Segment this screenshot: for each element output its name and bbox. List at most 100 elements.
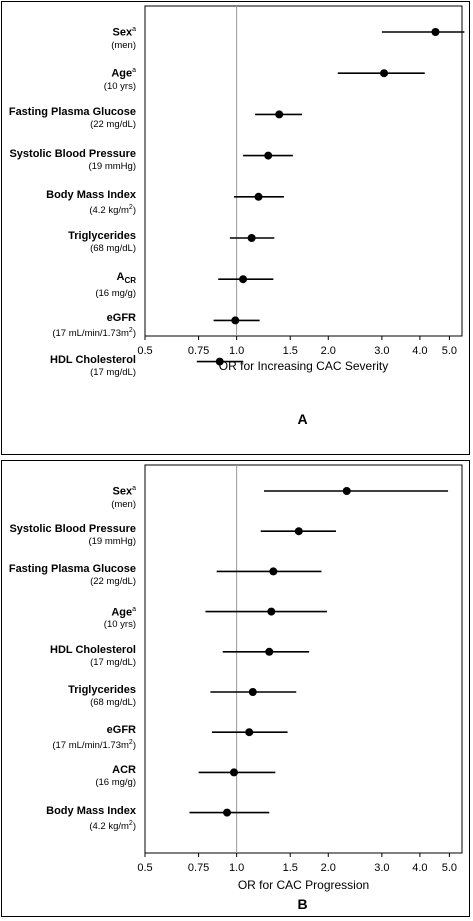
- or-point: [269, 567, 278, 576]
- variable-unit: (17 mL/min/1.73m2): [52, 327, 136, 340]
- x-tick-label: 1.5: [283, 345, 298, 357]
- variable-unit: (men): [111, 39, 136, 51]
- variable-name: Sexa: [112, 26, 136, 39]
- variable-unit: (16 mg/g): [95, 777, 136, 789]
- variable-name: HDL Cholesterol: [50, 643, 136, 656]
- x-tick-label: 1.5: [283, 862, 298, 874]
- row-label: Sexa (men): [111, 24, 136, 52]
- variable-unit: (19 mmHg): [88, 160, 136, 172]
- variable-unit: (men): [111, 498, 136, 510]
- row-label: Body Mass Index (4.2 kg/m2): [46, 189, 136, 217]
- row-label: Systolic Blood Pressure (19 mmHg): [9, 523, 136, 548]
- x-tick-label: 4.0: [412, 862, 427, 874]
- x-axis-label: OR for CAC Progression: [237, 878, 370, 892]
- forest-plot-b: 0.5 0.75 1.0 1.5 2.0 3.0 4.0 5.0: [137, 464, 463, 874]
- variable-name: Body Mass Index: [46, 188, 136, 201]
- panel-a: Sexa (men) Agea (10 yrs) Fasting Plasma Gluc…: [1, 1, 470, 455]
- variable-name: Systolic Blood Pressure: [9, 147, 136, 160]
- row-label: Agea (10 yrs): [104, 604, 136, 632]
- variable-unit: (4.2 kg/m2): [89, 203, 136, 216]
- variable-unit: (68 mg/dL): [90, 697, 136, 708]
- row-labels: Sexa (men) Systolic Blood Pressure (19 mmHg…: [2, 461, 136, 916]
- row-label: eGFR (17 mL/min/1.73m2): [52, 312, 136, 340]
- or-point: [248, 688, 257, 696]
- x-tick-label: 1.0: [229, 345, 244, 357]
- row-label: Systolic Blood Pressure (19 mmHg): [9, 148, 136, 173]
- variable-unit: (4.2 kg/m2): [89, 819, 136, 832]
- or-point: [380, 69, 389, 78]
- x-tick-label: 4.0: [412, 345, 427, 357]
- or-point: [267, 607, 276, 616]
- variable-name: Body Mass Index: [46, 804, 136, 817]
- variable-name: ACR: [112, 764, 136, 777]
- row-label: Body Mass Index (4.2 kg/m2): [46, 805, 136, 833]
- variable-name: Agea: [111, 605, 136, 619]
- variable-name: eGFR: [106, 724, 136, 737]
- or-point: [264, 151, 273, 160]
- panel-b: Sexa (men) Systolic Blood Pressure (19 mmHg…: [1, 460, 470, 917]
- or-point: [275, 110, 284, 119]
- variable-name: Triglycerides: [68, 684, 136, 696]
- row-label: Triglycerides (68 mg/dL): [68, 230, 136, 255]
- x-tick-label: 5.0: [442, 345, 457, 357]
- variable-unit: (22 mg/dL): [90, 119, 136, 131]
- x-tick-label: 2.0: [321, 862, 336, 874]
- or-point: [431, 28, 440, 36]
- x-tick-label: 0.75: [188, 345, 209, 357]
- x-tick-label: 5.0: [442, 862, 457, 874]
- variable-name: eGFR: [106, 312, 136, 325]
- x-tick-label: 3.0: [374, 345, 389, 357]
- or-point: [342, 487, 351, 495]
- or-point: [215, 357, 224, 366]
- variable-name: ACR: [116, 271, 136, 286]
- x-tick-label: 0.75: [188, 862, 209, 874]
- row-label: ACR (16 mg/g): [95, 764, 136, 789]
- variable-name: Sexa: [112, 485, 136, 498]
- variable-unit: (68 mg/dL): [90, 243, 136, 254]
- row-label: ACR (16 mg/g): [95, 271, 136, 300]
- row-label: Triglycerides (68 mg/dL): [68, 684, 136, 709]
- plot-frame: [144, 464, 463, 854]
- x-tick-label: 0.5: [137, 345, 152, 357]
- variable-unit: (17 mg/dL): [90, 366, 136, 378]
- x-tick-label: 0.5: [137, 862, 152, 874]
- row-labels: Sexa (men) Agea (10 yrs) Fasting Plasma Gluc…: [2, 2, 136, 454]
- x-tick-label: 1.0: [229, 862, 244, 874]
- or-point: [231, 316, 240, 325]
- or-point: [247, 234, 256, 242]
- variable-unit: (10 yrs): [103, 619, 136, 631]
- variable-name: Fasting Plasma Glucose: [8, 106, 136, 119]
- row-label: Fasting Plasma Glucose (22 mg/dL): [9, 563, 136, 588]
- row-label: Fasting Plasma Glucose (22 mg/dL): [9, 106, 136, 131]
- variable-unit: (10 yrs): [103, 80, 136, 92]
- row-label: eGFR (17 mL/min/1.73m2): [52, 724, 136, 752]
- or-point: [239, 275, 248, 284]
- panel-label: B: [297, 896, 308, 912]
- row-label: HDL Cholesterol (17 mg/dL): [50, 644, 136, 669]
- or-point: [265, 647, 274, 656]
- or-point: [294, 527, 303, 536]
- x-tick-label: 2.0: [321, 345, 336, 357]
- variable-unit: (17 mL/min/1.73m2): [52, 739, 136, 752]
- forest-plot-a: 0.5 0.75 1.0 1.5 2.0 3.0 4.0 5.0: [137, 5, 465, 366]
- or-point: [245, 728, 254, 737]
- variable-name: Fasting Plasma Glucose: [8, 563, 136, 576]
- row-label: HDL Cholesterol (17 mg/dL): [50, 354, 136, 379]
- panel-label: A: [297, 411, 308, 427]
- or-point: [229, 768, 238, 777]
- variable-unit: (22 mg/dL): [90, 576, 136, 588]
- variable-unit: (16 mg/g): [95, 288, 136, 300]
- variable-name: Agea: [111, 67, 136, 80]
- variable-name: Triglycerides: [68, 230, 136, 242]
- variable-unit: (17 mg/dL): [90, 656, 136, 668]
- plot-frame: [144, 5, 463, 337]
- x-axis-label: OR for Increasing CAC Severity: [218, 359, 389, 373]
- row-label: Agea (10 yrs): [104, 65, 136, 93]
- row-label: Sexa (men): [111, 483, 136, 511]
- x-tick-label: 3.0: [374, 862, 389, 874]
- variable-unit: (19 mmHg): [88, 536, 136, 548]
- or-point: [223, 808, 232, 817]
- or-point: [254, 192, 263, 201]
- variable-name: Systolic Blood Pressure: [9, 523, 136, 536]
- variable-name: HDL Cholesterol: [50, 353, 136, 366]
